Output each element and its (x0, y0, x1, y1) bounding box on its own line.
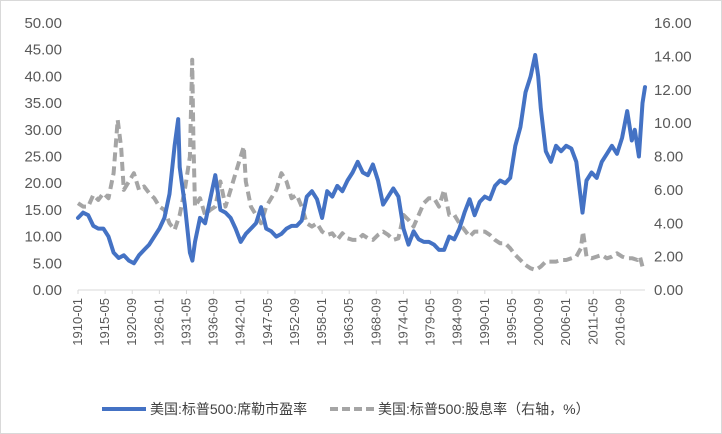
left-tick-label: 40.00 (24, 68, 62, 85)
left-tick-label: 30.00 (24, 122, 62, 139)
x-axis-ticks: 1910-01 1915-05 1920-09 1926-01 1931-05 1936-… (70, 290, 627, 346)
left-tick-label: 35.00 (24, 95, 62, 112)
x-tick-label: 1915-05 (97, 298, 112, 346)
right-tick-label: 14.00 (654, 48, 692, 65)
x-tick-label: 1974-01 (395, 298, 410, 346)
x-tick-label: 1979-05 (423, 298, 438, 346)
left-tick-label: 50.00 (24, 15, 62, 32)
legend: 美国:标普500:席勒市盈率 美国:标普500:股息率（右轴，%） (102, 401, 590, 417)
series-layer (76, 53, 647, 272)
x-tick-label: 1958-01 (314, 298, 329, 346)
x-tick-label: 1984-09 (450, 298, 465, 346)
right-tick-label: 12.00 (654, 82, 692, 99)
left-tick-label: 25.00 (24, 149, 62, 166)
right-tick-label: 6.00 (654, 182, 683, 199)
series-line-dividend (76, 57, 647, 272)
left-tick-label: 15.00 (24, 202, 62, 219)
series-line-pe (76, 53, 647, 266)
right-tick-label: 16.00 (654, 15, 692, 32)
left-tick-label: 20.00 (24, 175, 62, 192)
right-tick-label: 2.00 (654, 249, 683, 266)
left-axis-ticks: 0.00 5.00 10.00 15.00 20.00 25.00 30.00 35.00 40… (24, 15, 62, 299)
legend-label-dividend: 美国:标普500:股息率（右轴，%） (378, 401, 590, 417)
x-tick-label: 1968-09 (368, 298, 383, 346)
x-tick-label: 1947-05 (260, 298, 275, 346)
x-tick-label: 2016-09 (612, 298, 627, 346)
right-tick-label: 0.00 (654, 282, 683, 299)
right-axis-ticks: 0.00 2.00 4.00 6.00 8.00 10.00 12.00 14.00 16.00 (654, 15, 692, 299)
right-tick-label: 4.00 (654, 215, 683, 232)
x-tick-label: 1990-01 (477, 298, 492, 346)
left-tick-label: 0.00 (33, 282, 62, 299)
x-tick-label: 1942-01 (233, 298, 248, 346)
legend-label-pe: 美国:标普500:席勒市盈率 (150, 401, 307, 417)
x-tick-label: 2000-09 (531, 298, 546, 346)
x-tick-label: 1910-01 (70, 298, 85, 346)
x-tick-label: 1931-05 (178, 298, 193, 346)
left-tick-label: 5.00 (33, 255, 62, 272)
right-tick-label: 10.00 (654, 115, 692, 132)
right-tick-label: 8.00 (654, 149, 683, 166)
left-tick-label: 10.00 (24, 229, 62, 246)
x-tick-label: 1926-01 (151, 298, 166, 346)
x-tick-label: 1963-05 (341, 298, 356, 346)
x-tick-label: 1920-09 (124, 298, 139, 346)
left-tick-label: 45.00 (24, 42, 62, 59)
x-tick-label: 2006-01 (558, 298, 573, 346)
x-tick-label: 1952-09 (287, 298, 302, 346)
x-tick-label: 2011-05 (585, 298, 600, 345)
x-tick-label: 1995-05 (504, 298, 519, 346)
x-tick-label: 1936-09 (206, 298, 221, 346)
